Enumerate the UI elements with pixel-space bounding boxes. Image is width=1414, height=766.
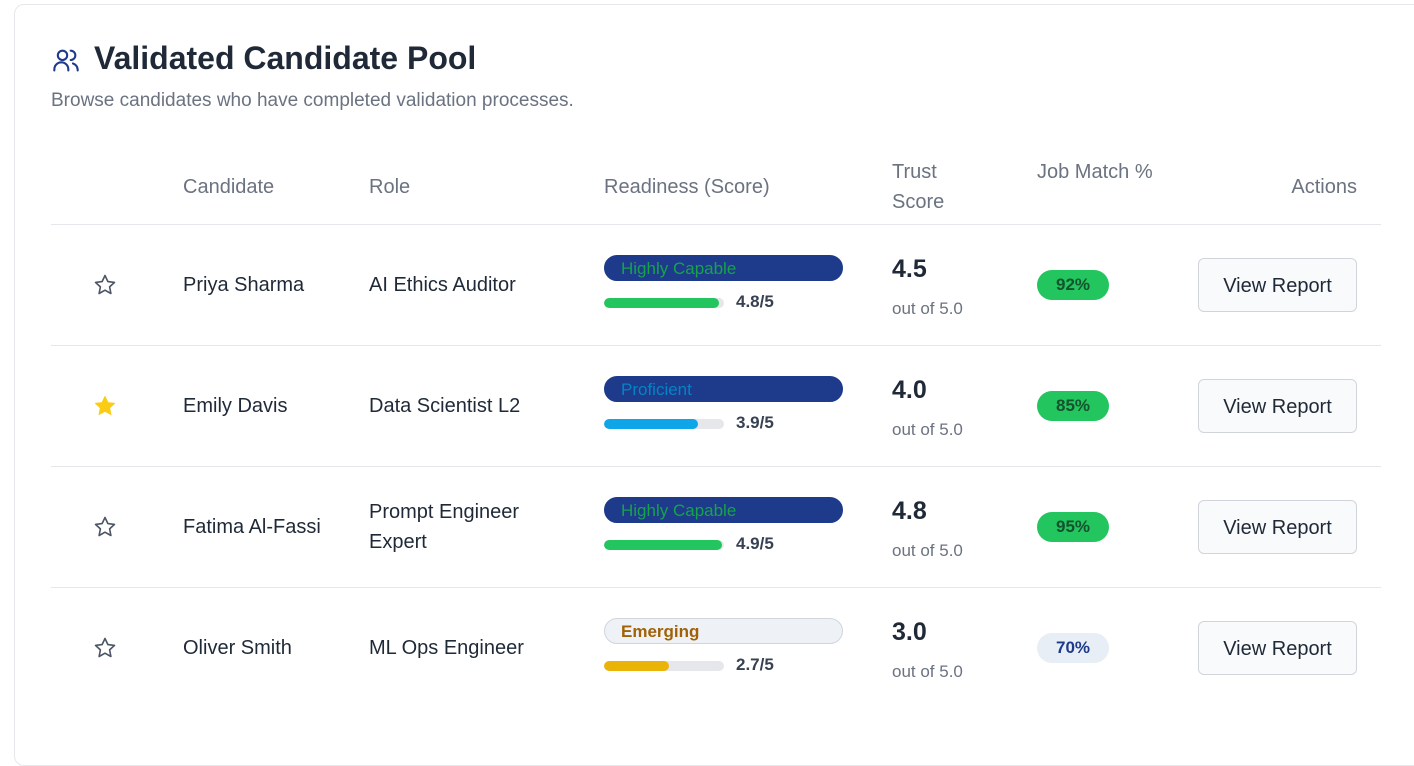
readiness-badge: Highly Capable — [604, 497, 843, 523]
favorite-star[interactable] — [93, 394, 117, 418]
view-report-button[interactable]: View Report — [1198, 620, 1357, 675]
readiness-badge: Highly Capable — [604, 255, 843, 281]
column-header: Job Match % — [1037, 161, 1153, 183]
row-divider — [51, 466, 1381, 467]
view-report-button[interactable]: View Report — [1198, 257, 1357, 312]
candidate-name: Priya Sharma — [183, 273, 305, 296]
score-track — [604, 661, 724, 671]
job-match: 70% — [1037, 632, 1109, 663]
score-bar — [604, 419, 698, 429]
score-label: 4.8/5 — [736, 292, 774, 311]
subtitle: Browse candidates who have completed val… — [51, 90, 574, 111]
score-label: 3.9/5 — [736, 413, 774, 432]
role: Prompt Engineer Expert — [369, 500, 520, 553]
header-divider — [51, 224, 1381, 225]
favorite-star[interactable] — [93, 515, 117, 539]
trust-score: 4.8 — [892, 497, 927, 525]
page: Validated Candidate Pool Browse candidat… — [14, 4, 1414, 766]
score-bar — [604, 540, 722, 550]
role: Data Scientist L2 — [369, 394, 521, 417]
column-header: Role — [369, 176, 411, 198]
readiness-badge: Proficient — [604, 376, 843, 402]
readiness-badge: Emerging — [604, 618, 843, 644]
score-label: 4.9/5 — [736, 534, 774, 553]
role: ML Ops Engineer — [369, 636, 524, 659]
column-header: Trust Score — [892, 161, 945, 213]
column-header: Readiness (Score) — [604, 176, 770, 198]
score-bar — [604, 661, 669, 671]
score-track — [604, 298, 724, 308]
score-track — [604, 540, 724, 550]
job-match: 85% — [1037, 390, 1109, 421]
column-header: Candidate — [183, 176, 275, 198]
title: Validated Candidate Pool — [94, 40, 477, 76]
candidate-name: Emily Davis — [183, 394, 288, 417]
row-divider — [51, 587, 1381, 588]
score-track — [604, 419, 724, 429]
row-divider — [51, 345, 1381, 346]
trust-note: out of 5.0 — [892, 420, 963, 439]
trust-note: out of 5.0 — [892, 662, 963, 681]
role: AI Ethics Auditor — [369, 273, 516, 296]
score-bar — [604, 298, 720, 308]
column-header: Actions — [1291, 176, 1357, 198]
trust-score: 4.5 — [892, 255, 927, 283]
candidate-name: Fatima Al-Fassi — [183, 515, 321, 538]
trust-note: out of 5.0 — [892, 541, 963, 560]
trust-score: 4.0 — [892, 376, 927, 404]
candidate-name: Oliver Smith — [183, 636, 292, 659]
job-match: 92% — [1037, 269, 1109, 300]
trust-score: 3.0 — [892, 618, 927, 646]
view-report-button[interactable]: View Report — [1198, 499, 1357, 554]
score-label: 2.7/5 — [736, 655, 774, 674]
trust-note: out of 5.0 — [892, 299, 963, 318]
view-report-button[interactable]: View Report — [1198, 378, 1357, 433]
favorite-star[interactable] — [93, 273, 117, 297]
job-match: 95% — [1037, 511, 1109, 542]
users-icon — [53, 49, 79, 72]
favorite-star[interactable] — [93, 636, 117, 660]
